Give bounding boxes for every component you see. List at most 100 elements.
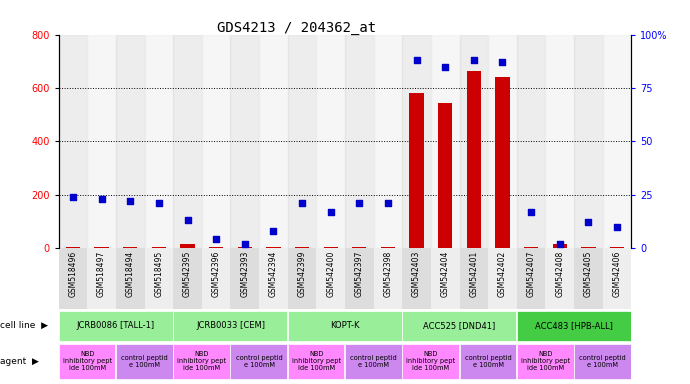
- Text: GSM542407: GSM542407: [526, 251, 535, 297]
- Bar: [173, 311, 287, 341]
- Bar: [152, 247, 166, 248]
- Text: JCRB0086 [TALL-1]: JCRB0086 [TALL-1]: [77, 321, 155, 330]
- Text: JCRB0033 [CEM]: JCRB0033 [CEM]: [196, 321, 265, 330]
- Text: ACC525 [DND41]: ACC525 [DND41]: [424, 321, 495, 330]
- Text: GSM542408: GSM542408: [555, 251, 564, 297]
- Point: [297, 200, 308, 206]
- Bar: [87, 35, 116, 248]
- Text: control peptid
e 100mM: control peptid e 100mM: [121, 355, 168, 368]
- Point: [583, 219, 594, 225]
- Bar: [460, 248, 489, 309]
- Text: GSM542396: GSM542396: [212, 251, 221, 297]
- Text: GSM542405: GSM542405: [584, 251, 593, 297]
- Bar: [180, 244, 195, 248]
- Bar: [524, 247, 538, 248]
- Bar: [374, 248, 402, 309]
- Text: GSM518494: GSM518494: [126, 251, 135, 297]
- Text: GSM542400: GSM542400: [326, 251, 335, 297]
- Text: GSM542406: GSM542406: [613, 251, 622, 297]
- Bar: [266, 247, 281, 248]
- Bar: [288, 344, 344, 379]
- Bar: [381, 247, 395, 248]
- Text: GSM542399: GSM542399: [297, 251, 306, 297]
- Bar: [116, 35, 145, 248]
- Bar: [288, 311, 402, 341]
- Bar: [402, 344, 459, 379]
- Point: [554, 240, 565, 247]
- Text: control peptid
e 100mM: control peptid e 100mM: [580, 355, 626, 368]
- Text: control peptid
e 100mM: control peptid e 100mM: [465, 355, 511, 368]
- Bar: [402, 311, 516, 341]
- Text: GSM542404: GSM542404: [441, 251, 450, 297]
- Text: NBD
inhibitory pept
ide 100mM: NBD inhibitory pept ide 100mM: [63, 351, 112, 371]
- Bar: [517, 311, 631, 341]
- Bar: [581, 247, 595, 248]
- Bar: [230, 344, 287, 379]
- Bar: [603, 248, 631, 309]
- Bar: [402, 248, 431, 309]
- Bar: [345, 344, 402, 379]
- Bar: [517, 248, 546, 309]
- Bar: [553, 244, 567, 248]
- Bar: [402, 35, 431, 248]
- Bar: [466, 71, 481, 248]
- Bar: [489, 35, 517, 248]
- Text: GSM542401: GSM542401: [469, 251, 478, 297]
- Bar: [59, 248, 87, 309]
- Bar: [409, 93, 424, 248]
- Bar: [288, 35, 316, 248]
- Bar: [345, 35, 374, 248]
- Bar: [517, 35, 546, 248]
- Bar: [546, 35, 574, 248]
- Point: [411, 57, 422, 63]
- Bar: [316, 248, 345, 309]
- Bar: [123, 247, 137, 248]
- Bar: [324, 247, 338, 248]
- Bar: [431, 248, 460, 309]
- Bar: [66, 247, 80, 248]
- Point: [469, 57, 480, 63]
- Bar: [288, 248, 316, 309]
- Bar: [431, 35, 460, 248]
- Point: [182, 217, 193, 223]
- Bar: [460, 35, 489, 248]
- Text: NBD
inhibitory pept
ide 100mM: NBD inhibitory pept ide 100mM: [177, 351, 226, 371]
- Text: NBD
inhibitory pept
ide 100mM: NBD inhibitory pept ide 100mM: [406, 351, 455, 371]
- Bar: [202, 248, 230, 309]
- Point: [440, 63, 451, 70]
- Point: [382, 200, 393, 206]
- Text: GSM542397: GSM542397: [355, 251, 364, 297]
- Text: NBD
inhibitory pept
ide 100mM: NBD inhibitory pept ide 100mM: [521, 351, 570, 371]
- Text: GSM542394: GSM542394: [269, 251, 278, 297]
- Point: [153, 200, 164, 206]
- Bar: [610, 247, 624, 248]
- Point: [325, 209, 336, 215]
- Text: NBD
inhibitory pept
ide 100mM: NBD inhibitory pept ide 100mM: [292, 351, 341, 371]
- Bar: [546, 248, 574, 309]
- Text: GSM542395: GSM542395: [183, 251, 192, 297]
- Bar: [574, 35, 603, 248]
- Bar: [352, 247, 366, 248]
- Bar: [173, 248, 202, 309]
- Bar: [145, 248, 173, 309]
- Text: control peptid
e 100mM: control peptid e 100mM: [351, 355, 397, 368]
- Point: [96, 196, 107, 202]
- Text: GSM542393: GSM542393: [240, 251, 249, 297]
- Bar: [237, 247, 252, 248]
- Point: [268, 228, 279, 234]
- Bar: [574, 248, 603, 309]
- Bar: [489, 248, 517, 309]
- Text: GSM518496: GSM518496: [68, 251, 77, 297]
- Bar: [517, 344, 573, 379]
- Point: [125, 198, 136, 204]
- Bar: [259, 248, 288, 309]
- Point: [497, 59, 508, 65]
- Bar: [295, 247, 309, 248]
- Text: GSM518497: GSM518497: [97, 251, 106, 297]
- Text: GSM542398: GSM542398: [384, 251, 393, 297]
- Bar: [574, 344, 631, 379]
- Bar: [230, 35, 259, 248]
- Text: KOPT-K: KOPT-K: [331, 321, 359, 330]
- Bar: [209, 247, 224, 248]
- Bar: [495, 77, 510, 248]
